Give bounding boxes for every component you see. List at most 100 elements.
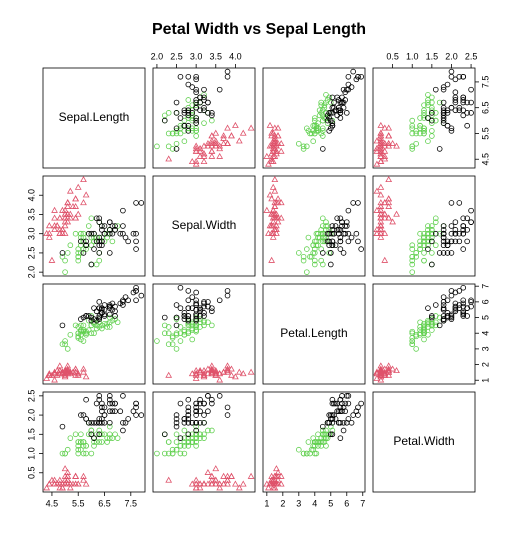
point — [93, 431, 100, 438]
point — [83, 443, 89, 449]
x-tick-label: 2.0 — [151, 51, 164, 61]
point — [304, 269, 310, 275]
point — [91, 439, 97, 445]
point — [101, 311, 108, 318]
point — [64, 468, 72, 475]
point — [432, 117, 439, 124]
point — [177, 450, 184, 457]
point — [216, 480, 224, 487]
point — [385, 176, 393, 183]
point — [440, 117, 447, 124]
point — [421, 250, 427, 256]
point — [377, 222, 385, 229]
point — [304, 450, 310, 457]
point — [377, 376, 385, 383]
point — [274, 218, 282, 225]
point — [224, 412, 231, 418]
point — [339, 393, 345, 399]
point — [78, 230, 84, 237]
point — [82, 191, 90, 198]
point — [93, 215, 100, 222]
point — [205, 110, 211, 116]
variable-label: Petal.Width — [393, 434, 454, 448]
x-tick-label: 1.0 — [406, 51, 419, 61]
point — [177, 73, 184, 80]
point — [161, 330, 168, 337]
point — [45, 222, 53, 229]
point — [99, 223, 105, 229]
point — [452, 94, 459, 101]
point — [88, 234, 95, 241]
point — [193, 300, 199, 307]
point — [271, 214, 279, 221]
point — [80, 443, 87, 449]
point — [385, 367, 393, 374]
point — [91, 246, 97, 252]
point — [61, 371, 69, 378]
point — [413, 130, 419, 137]
point — [173, 439, 180, 445]
point — [216, 393, 223, 399]
panel-frame — [152, 391, 256, 493]
point — [101, 412, 108, 418]
point — [130, 230, 137, 237]
point — [235, 368, 243, 375]
point — [337, 99, 344, 106]
point — [62, 338, 68, 344]
point — [385, 214, 393, 221]
point — [329, 242, 336, 249]
point — [417, 238, 423, 245]
point — [265, 484, 272, 491]
point — [161, 314, 168, 321]
point — [106, 219, 113, 225]
point — [185, 412, 192, 418]
point — [337, 107, 344, 114]
point — [265, 229, 272, 236]
point — [193, 311, 199, 318]
point — [337, 404, 344, 411]
point — [201, 107, 207, 114]
point — [268, 256, 276, 263]
point — [304, 246, 310, 252]
point — [335, 419, 342, 426]
point — [114, 223, 121, 229]
point — [208, 137, 216, 144]
point — [311, 257, 318, 264]
point — [232, 121, 239, 128]
point — [224, 476, 231, 483]
point — [464, 215, 470, 222]
point — [409, 257, 416, 264]
point — [448, 200, 455, 206]
point — [133, 238, 139, 245]
point — [193, 104, 199, 111]
point — [432, 219, 439, 225]
point — [169, 130, 176, 137]
point — [425, 305, 431, 311]
point — [82, 373, 90, 380]
point — [204, 370, 212, 377]
point — [444, 242, 451, 249]
point — [337, 246, 344, 252]
point — [228, 365, 235, 372]
point — [208, 367, 216, 374]
point — [460, 223, 467, 229]
point — [101, 419, 108, 426]
point — [340, 86, 347, 93]
point — [339, 99, 345, 106]
point — [177, 284, 184, 291]
point — [409, 242, 416, 249]
point — [456, 288, 463, 294]
point — [189, 336, 196, 343]
point — [247, 124, 255, 131]
point — [377, 370, 385, 377]
point — [440, 230, 447, 237]
point — [173, 146, 180, 152]
point — [138, 412, 145, 418]
point — [337, 435, 344, 441]
point — [385, 199, 393, 206]
point — [316, 439, 323, 445]
point — [332, 242, 339, 249]
point — [269, 480, 277, 487]
point — [109, 435, 116, 441]
point — [444, 250, 451, 256]
